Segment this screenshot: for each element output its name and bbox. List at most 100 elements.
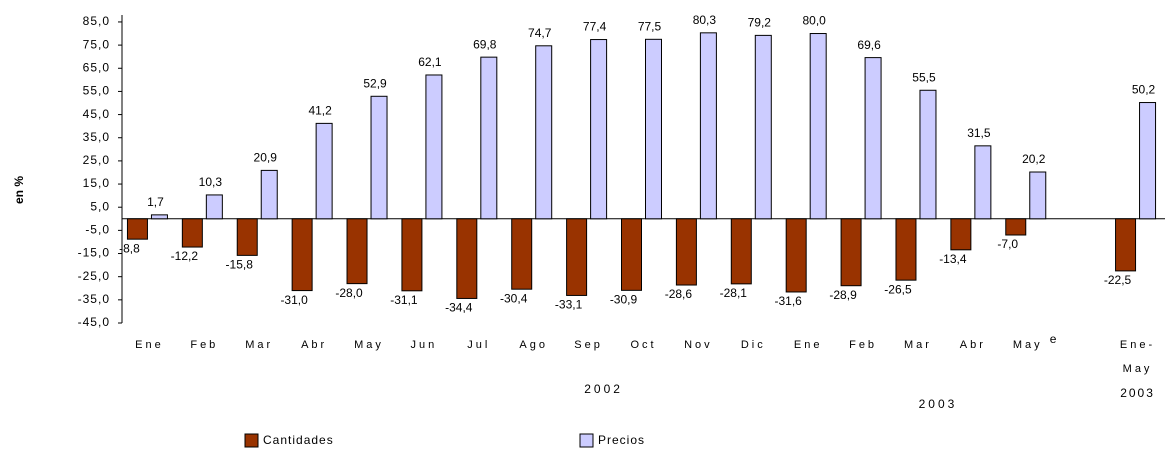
bar (840, 218, 862, 287)
value-label: -28,6 (665, 287, 693, 301)
value-label: -28,9 (829, 288, 857, 302)
y-tick-label: -5,0 (85, 223, 110, 237)
x-tick-label: Ene (135, 339, 164, 351)
value-label: 41,2 (308, 104, 332, 118)
value-label: -31,1 (390, 293, 418, 307)
x-tick-label: Feb (849, 339, 878, 351)
y-tick-label: -45,0 (78, 315, 110, 329)
y-tick-label: 25,0 (83, 153, 110, 167)
value-label: -15,8 (226, 258, 254, 272)
bar (236, 218, 258, 256)
bar (1139, 102, 1157, 220)
bar (260, 169, 278, 220)
value-label: 20,9 (254, 151, 278, 165)
x-tick-label: Abr (301, 339, 328, 351)
value-label: 69,8 (473, 37, 497, 51)
bar (181, 218, 203, 248)
bar (535, 45, 553, 220)
x-tick-label: Dic (740, 339, 766, 351)
bar (401, 218, 423, 292)
x-tick-label: Sep (574, 339, 603, 351)
x-tick-label: Abr (959, 339, 986, 351)
x-tick-label: Feb (190, 339, 219, 351)
value-label: -33,1 (555, 298, 583, 312)
bar (1029, 171, 1047, 220)
bar (809, 33, 827, 220)
annotation: 2002 (584, 382, 623, 396)
y-tick-label: -15,0 (78, 246, 110, 260)
bar (895, 218, 917, 281)
value-label: -26,5 (884, 282, 912, 296)
y-tick-label: 85,0 (83, 14, 110, 28)
x-tick-label: May (1012, 339, 1043, 351)
bar (205, 194, 223, 220)
value-label: 69,6 (857, 38, 881, 52)
value-label: -31,0 (280, 293, 308, 307)
y-tick-label: 15,0 (83, 176, 110, 190)
value-label: -28,0 (335, 286, 363, 300)
value-label: -13,4 (939, 252, 967, 266)
bar (126, 218, 148, 240)
x-tick-label: Ago (519, 339, 548, 351)
y-tick-label: 55,0 (83, 84, 110, 98)
value-label: 31,5 (967, 126, 991, 140)
value-label: -12,2 (171, 249, 199, 263)
x-tick-label: Jul (467, 339, 491, 351)
value-label: 80,3 (693, 13, 717, 27)
bar (950, 218, 972, 251)
y-tick-label: 65,0 (83, 60, 110, 74)
y-tick-label: -25,0 (78, 269, 110, 283)
x-tick-label: Nov (684, 339, 713, 351)
bar (511, 218, 533, 290)
y-axis-label: en % (12, 176, 26, 204)
bar (456, 218, 478, 299)
value-label: -31,6 (775, 294, 803, 308)
bar (150, 214, 168, 220)
y-tick-label: -35,0 (78, 292, 110, 306)
bar (346, 218, 368, 285)
bar (590, 39, 608, 220)
x-tick-label: Ene-May (1119, 339, 1156, 375)
value-label: -30,4 (500, 291, 528, 305)
y-tick-label: 5,0 (90, 199, 110, 213)
bar (645, 38, 662, 220)
legend-label: Precios (598, 433, 645, 447)
x-tick-label: Ene (793, 339, 823, 351)
value-label: -22,5 (1104, 273, 1132, 287)
value-label: -28,1 (720, 286, 748, 300)
value-label: 1,7 (147, 195, 164, 209)
x-tick-label: May (354, 339, 384, 351)
y-tick-label: 45,0 (83, 107, 110, 121)
value-label: 52,9 (363, 76, 387, 90)
y-tick-label: 35,0 (83, 130, 110, 144)
value-label: 79,2 (748, 16, 772, 30)
value-label: 77,4 (583, 20, 607, 34)
value-label: 62,1 (418, 55, 442, 69)
bar (864, 57, 882, 220)
x-tick-label: Jun (410, 339, 438, 351)
legend-label: Cantidades (263, 433, 334, 447)
annotation: 2003 (919, 397, 958, 411)
bar (315, 122, 333, 220)
bar (370, 95, 388, 220)
legend-swatch (579, 433, 594, 448)
value-label: -34,4 (445, 301, 473, 315)
x-tick-label: Oct (630, 339, 657, 351)
bar (1115, 218, 1137, 272)
bar (425, 74, 443, 220)
bar (754, 34, 772, 220)
value-label: 10,3 (199, 175, 223, 189)
value-label: 77,5 (638, 19, 662, 33)
bar (291, 218, 313, 292)
bar (675, 218, 697, 286)
value-label: 80,0 (803, 14, 827, 28)
bar (621, 218, 642, 291)
value-label: 55,5 (912, 70, 936, 84)
bar (1005, 218, 1027, 236)
bar (566, 218, 588, 296)
value-label: 20,2 (1022, 152, 1046, 166)
x-tick-label: Mar (903, 339, 932, 351)
annotation: e (1050, 332, 1057, 346)
